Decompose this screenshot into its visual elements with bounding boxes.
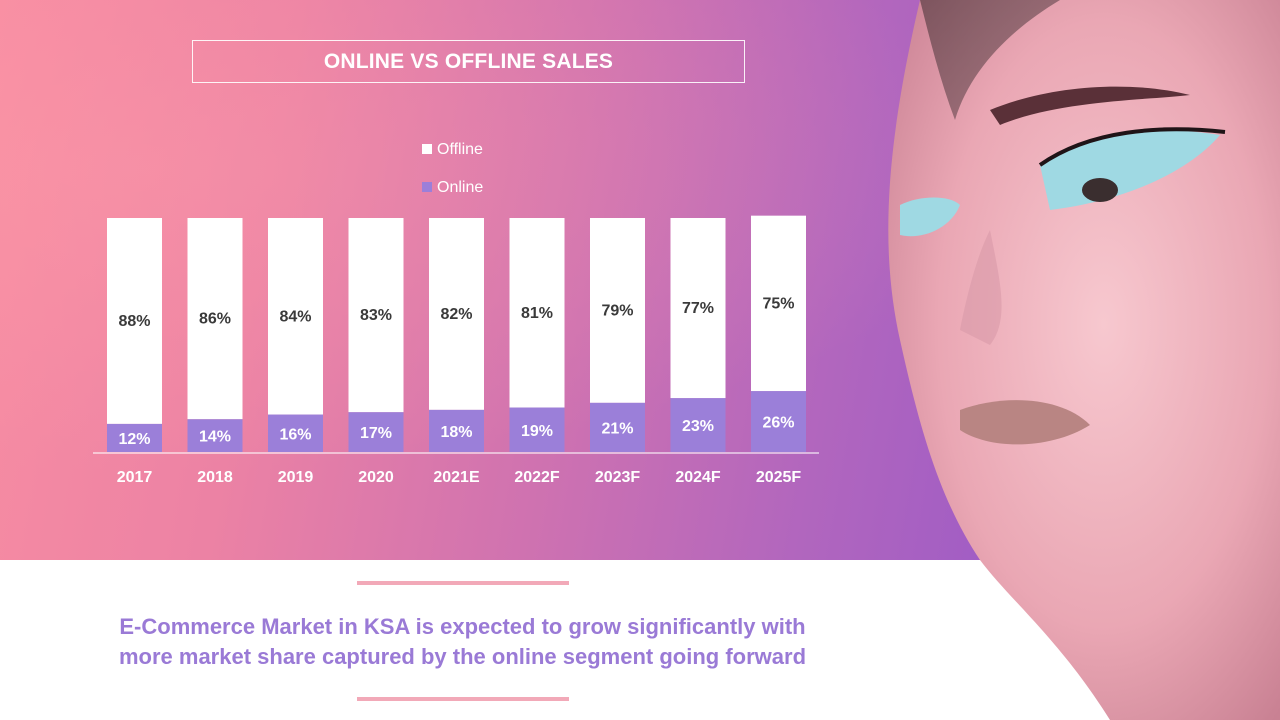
label-online-2019: 16% [279,426,311,443]
bar-online-2017 [107,423,162,452]
label-offline-2022F: 81% [521,305,553,322]
chart-title: ONLINE VS OFFLINE SALES [192,40,745,83]
bar-offline-2023F [590,218,645,403]
model-portrait-image [888,0,1280,720]
chart-bars [107,215,806,452]
category-label-2022F: 2022F [514,469,560,486]
caption-text: E-Commerce Market in KSA is expected to … [60,612,865,672]
category-label-2020: 2020 [358,469,394,486]
label-offline-2019: 84% [279,308,311,325]
chart-legend: Offline Online [422,141,483,196]
caption-line-1: E-Commerce Market in KSA is expected to … [119,614,806,639]
label-online-2022F: 19% [521,423,553,440]
category-label-2024F: 2024F [675,469,721,486]
stacked-bar-chart: Offline Online 88% 12% 2017 86% 14% 2018 84% 16%… [93,141,819,486]
bar-online-2023F [590,402,645,452]
bar-online-2024F [670,398,726,452]
label-online-2021E: 18% [440,424,472,441]
chart-labels: 88% 12% 2017 86% 14% 2018 84% 16% 2019 83% 17% 2020… [117,295,802,486]
legend-label-offline: Offline [437,141,483,158]
label-offline-2023F: 79% [601,302,633,319]
category-label-2021E: 2021E [433,469,480,486]
category-label-2019: 2019 [278,469,314,486]
label-online-2023F: 21% [601,420,633,437]
label-offline-2025F: 75% [762,295,794,312]
bar-offline-2018 [187,218,243,420]
category-label-2018: 2018 [197,469,233,486]
label-online-2025F: 26% [762,415,794,432]
bar-online-2018 [187,419,243,452]
label-offline-2021E: 82% [440,306,472,323]
bar-offline-2025F [751,215,806,392]
bar-online-2021E [429,409,484,452]
legend-swatch-online [422,182,432,192]
label-online-2020: 17% [360,425,392,442]
bar-offline-2020 [348,218,404,413]
label-online-2018: 14% [199,429,231,446]
bar-offline-2021E [429,218,484,410]
bar-offline-2017 [107,218,162,424]
label-online-2017: 12% [118,431,150,448]
category-label-2017: 2017 [117,469,153,486]
bar-offline-2024F [670,218,726,399]
divider-bottom [357,697,569,701]
bar-offline-2019 [268,218,323,415]
label-offline-2024F: 77% [682,300,714,317]
label-offline-2018: 86% [199,311,231,328]
divider-top [357,581,569,585]
label-offline-2020: 83% [360,307,392,324]
category-label-2025F: 2025F [756,469,802,486]
label-online-2024F: 23% [682,418,714,435]
category-label-2023F: 2023F [595,469,641,486]
legend-label-online: Online [437,179,483,196]
bar-offline-2022F [509,218,565,408]
bar-online-2025F [751,391,806,452]
caption-line-2: more market share captured by the online… [118,644,807,669]
label-offline-2017: 88% [118,313,150,330]
bar-online-2020 [348,412,404,452]
bar-online-2022F [509,407,565,452]
legend-swatch-offline [422,144,432,154]
bar-online-2019 [268,414,323,452]
